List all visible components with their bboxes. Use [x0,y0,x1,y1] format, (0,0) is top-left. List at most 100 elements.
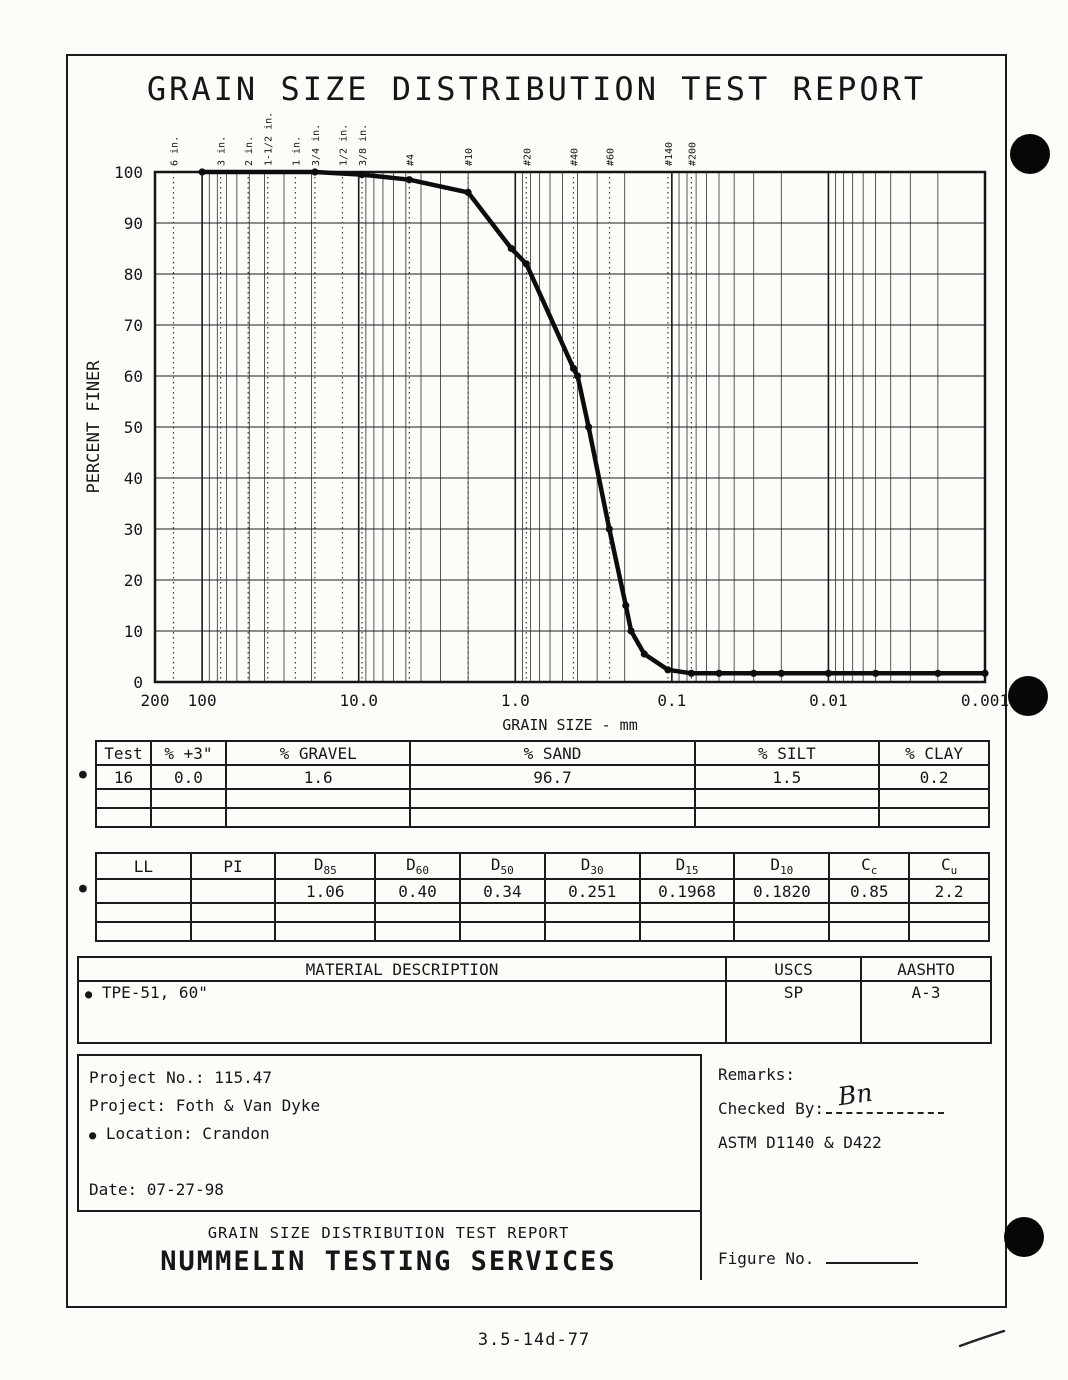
table-cell: 0.251 [543,878,641,905]
data-point [872,669,880,677]
data-point [640,650,648,658]
data-point [507,244,515,253]
table-row [95,807,990,828]
column-header: D30 [543,851,641,881]
table-cell [638,902,736,924]
x-tick-label: 10.0 [339,691,378,710]
table-cell [693,788,881,809]
x-tick-label: 0.1 [657,691,686,710]
x-axis-title: GRAIN SIZE - mm [502,716,637,734]
table-row [95,788,990,809]
table-cell [374,902,461,924]
checked-by-line: Checked By: Bn [718,1078,984,1122]
table-cell: 0.1820 [733,878,831,905]
table-cell: 0.40 [374,878,461,905]
page-code: 3.5-14d-77 [477,1330,591,1350]
y-tick-label: 80 [124,265,143,284]
table-cell: 1.06 [274,878,377,905]
table-cell [733,921,831,943]
uscs-header: USCS [725,956,862,983]
table-cell [224,788,412,809]
table-cell [828,902,911,924]
project-info-box: Project No.: 115.47 Project: Foth & Van D… [77,1054,700,1213]
sieve-label: 1/2 in. [338,124,349,166]
project-column: Project No.: 115.47 Project: Foth & Van D… [77,1054,700,1280]
table-cell [189,902,277,924]
table-cell [95,921,192,943]
column-header: % GRAVEL [224,740,412,766]
aashto-header: AASHTO [860,956,992,983]
data-point [750,669,758,677]
x-tick-label: 0.001 [961,691,1009,710]
grain-size-distribution-chart: 0 10 20 30 40 50 60 70 80 90 100 6 in. 3 in. 2 in. 1-1… [84,112,1009,734]
table-cell [95,788,152,809]
column-header: Cu [908,851,990,881]
report-frame: GRAIN SIZE DISTRIBUTION TEST REPORT 0 10 2… [66,54,1009,1308]
column-header: PI [189,851,277,881]
remarks-column: Remarks: Checked By: Bn ASTM D1140 & D422… [700,1054,990,1281]
y-tick-label: 70 [124,316,143,335]
data-point [585,423,593,431]
sieve-label: 1-1/2 in. [264,112,275,166]
data-point [664,666,672,674]
x-tick-label: 1.0 [501,691,530,710]
y-tick-label: 10 [124,622,143,641]
data-point [311,168,319,176]
y-tick-label: 50 [124,418,143,437]
sieve-label: 3/4 in. [311,124,322,166]
table-cell: 0.85 [828,878,911,905]
report-subtitle: GRAIN SIZE DISTRIBUTION TEST REPORT [207,1224,570,1243]
figure-number-blank [826,1258,919,1265]
table-cell [543,902,641,924]
grain-size-curve [199,169,988,676]
checked-by-label: Checked By: [718,1099,824,1119]
sieve-label: #60 [606,148,617,166]
sieve-label: 1 in. [291,136,302,166]
material-row: ● TPE-51, 60" SP A-3 [77,980,992,1045]
data-point [622,601,630,610]
column-header: % +3" [149,740,227,766]
footer-section: Project No.: 115.47 Project: Foth & Van D… [77,1054,990,1281]
project-info-line: ● Location: Crandon [89,1124,270,1144]
pen-checkmark [958,1330,1006,1348]
table-cell [189,878,277,905]
table-row: 16 0.0 1.6 96.7 1.5 0.2 [95,764,990,790]
table-cell [693,807,881,828]
table-cell [224,807,412,828]
table-cell [828,921,911,943]
table-cell [409,807,696,828]
material-description-header: MATERIAL DESCRIPTION [77,956,727,983]
sieve-label: 6 in. [169,136,180,166]
table-cell [543,921,641,943]
table-cell [95,878,192,905]
hole-punch [1010,134,1050,174]
data-point [981,669,989,677]
table-header-row: MATERIAL DESCRIPTION USCS AASHTO [77,956,992,983]
astm-standards: ASTM D1140 & D422 [718,1133,882,1153]
handwritten-signature: Bn [836,1077,875,1112]
data-point [715,669,723,677]
line-marker: ● [89,1128,97,1143]
table-cell: 0.1968 [638,878,736,905]
table-header-row: Test% +3"% GRAVEL% SAND% SILT% CLAY [95,740,990,766]
table-header-row: LL PI D85 D60 D50 D30 D15 D10 Cc Cu [95,851,990,881]
project-info-line: Project: Foth & Van Dyke [89,1096,321,1116]
lab-name: NUMMELIN TESTING SERVICES [160,1246,617,1278]
table-cell: 0.2 [878,764,990,790]
table-row [95,902,990,924]
sieve-label: #4 [405,154,416,166]
x-tick-label: 200 [141,691,170,710]
sieve-label: 3 in. [217,136,228,166]
column-header: Cc [828,851,911,881]
table-cell: 0.0 [149,764,227,790]
table-cell [908,921,990,943]
y-tick-label: 100 [114,163,143,182]
row-marker: ● [79,881,87,896]
column-header: % SILT [693,740,881,766]
y-tick-label: 40 [124,469,143,488]
plot-frame [153,170,987,684]
table-cell: 1.6 [224,764,412,790]
row-marker: ● [79,767,87,782]
table-cell: 0.34 [458,878,546,905]
